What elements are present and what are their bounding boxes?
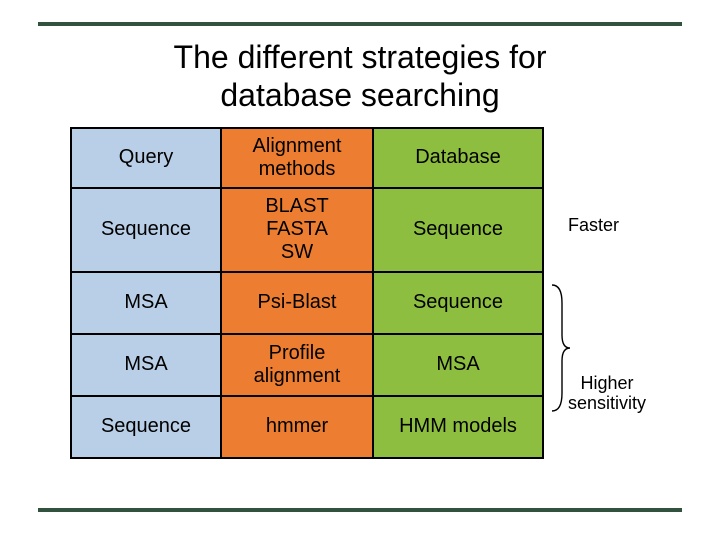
cell-r4-method: hmmer <box>221 396 373 458</box>
bottom-rule <box>38 508 682 512</box>
slide-title: The different strategies for database se… <box>38 38 682 115</box>
cell-r3-db: MSA <box>373 334 543 396</box>
annotation-faster: Faster <box>568 215 619 236</box>
cell-r1-db: Sequence <box>373 188 543 272</box>
cell-r3-method: Profile alignment <box>221 334 373 396</box>
cell-r3-query: MSA <box>71 334 221 396</box>
cell-r1-method: BLAST FASTA SW <box>221 188 373 272</box>
cell-r2-query: MSA <box>71 272 221 334</box>
cell-r1-query: Sequence <box>71 188 221 272</box>
cell-r4-db: HMM models <box>373 396 543 458</box>
header-method: Alignment methods <box>221 128 373 188</box>
top-rule <box>38 22 682 26</box>
strategies-table: Query Alignment methods Database Sequenc… <box>70 127 544 459</box>
title-line-1: The different strategies for <box>174 39 547 75</box>
annotation-higher-sensitivity: Higher sensitivity <box>568 373 646 414</box>
cell-r2-method: Psi-Blast <box>221 272 373 334</box>
header-database: Database <box>373 128 543 188</box>
cell-r4-query: Sequence <box>71 396 221 458</box>
cell-r2-db: Sequence <box>373 272 543 334</box>
title-line-2: database searching <box>220 77 499 113</box>
header-query: Query <box>71 128 221 188</box>
